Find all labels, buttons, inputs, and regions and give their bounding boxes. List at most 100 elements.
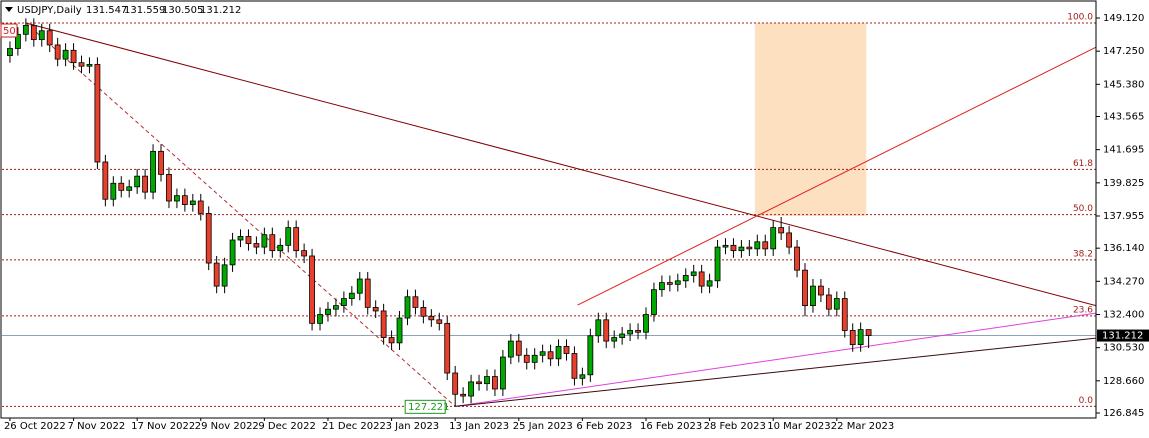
candle-body [587,335,594,376]
candle-body [158,150,164,175]
candle-body [539,351,546,356]
candle-body [571,353,578,379]
candle-body [762,241,769,250]
candle-body [118,182,125,191]
candle-body [651,289,657,315]
candle-body [301,250,308,257]
candle-body [682,275,689,282]
candle-body [666,282,673,285]
candle-body [492,376,498,390]
candle-body [849,330,856,346]
candle-body [205,213,212,264]
candle-body [30,25,37,41]
candle-body [468,381,474,397]
low-label: 127.221 [408,402,449,413]
fib-label: 61.8 [1073,159,1093,169]
candle-body [412,296,419,308]
marker-label: 50 [3,26,16,37]
candle-body [635,330,641,333]
fib-label: 38.2 [1073,249,1093,259]
y-tick-label: 147.250 [1103,46,1144,57]
candle-body [372,306,379,312]
candle-body [15,33,21,49]
candle-body [802,269,808,307]
axes: 100.0 61.8 50.0 38.2 23.6 0.0 26 Oct 2022 7 Nov… [4,12,1149,432]
candle-body [110,182,117,200]
candle-body [380,310,387,338]
candle-body [674,280,681,285]
x-tick-label: 9 Dec 2022 [258,421,316,432]
fib-label: 0.0 [1079,396,1094,406]
x-tick-label: 6 Feb 2023 [576,421,632,432]
candle-body [857,329,864,346]
fib-label: 100.0 [1067,12,1093,22]
last-low: 130.505 [162,5,203,16]
candle-body [770,227,777,250]
candle-body [611,337,618,342]
candle-body [658,282,665,291]
candle-body [181,195,188,205]
candle-body [22,25,29,35]
candle-body [229,239,236,266]
x-tick-label: 22 Mar 2023 [831,421,894,432]
candle-body [778,227,785,234]
menu-triangle[interactable] [5,7,13,12]
candle-body [340,298,347,307]
x-tick-label: 28 Feb 2023 [704,421,766,432]
trendline [577,46,1096,306]
price-box-label: 131.212 [1102,331,1143,342]
last-open: 131.547 [86,5,127,16]
candle-body [698,271,705,287]
candle-body [293,227,300,252]
candle-body [619,333,626,338]
x-tick-label: 10 Mar 2023 [767,421,830,432]
candle-body [174,195,180,202]
last-close: 131.212 [200,5,241,16]
y-tick-label: 134.270 [1103,276,1144,287]
candle-body [507,340,514,358]
candle-body [484,376,490,385]
candle-body [746,246,753,250]
y-tick-label: 145.380 [1103,79,1144,90]
candle-body [309,255,315,324]
x-tick-label: 29 Nov 2022 [195,421,259,432]
candle-body [237,236,244,241]
zone [754,22,867,216]
y-tick-label: 137.955 [1103,211,1144,222]
candle-body [189,200,196,205]
candle-body [690,271,697,276]
candle-body [714,246,721,282]
candle-body [722,244,729,248]
candle-body [221,264,228,287]
candle-body [166,173,172,202]
trendline [455,312,1096,407]
x-tick-label: 26 Oct 2022 [4,421,66,432]
candle-body [46,30,53,46]
candle-body [277,244,284,252]
candle-body [825,294,832,310]
chart-title: USDJPY,Daily [17,5,82,16]
low-box [404,399,446,414]
candle-body [810,285,816,307]
candle-body [150,150,156,193]
candle-body [865,329,872,336]
candle-body [436,319,443,324]
candle-body [213,262,220,287]
candle-body [523,354,530,363]
candle-body [460,393,467,397]
candle-body [86,64,93,67]
x-tick-label: 13 Jan 2023 [449,421,509,432]
zones [754,22,867,216]
y-tick-label: 143.565 [1103,111,1144,122]
candle-body [102,161,109,200]
candle-body [134,175,141,188]
last-high: 131.559 [124,5,165,16]
x-tick-label: 25 Jan 2023 [513,421,573,432]
candle-body [643,314,649,333]
candle-body [356,278,363,294]
candle-body [317,314,323,324]
candle-body [253,243,260,248]
y-tick-label: 136.140 [1103,243,1144,254]
y-tick-label: 126.845 [1103,408,1144,419]
candle-body [269,234,276,252]
